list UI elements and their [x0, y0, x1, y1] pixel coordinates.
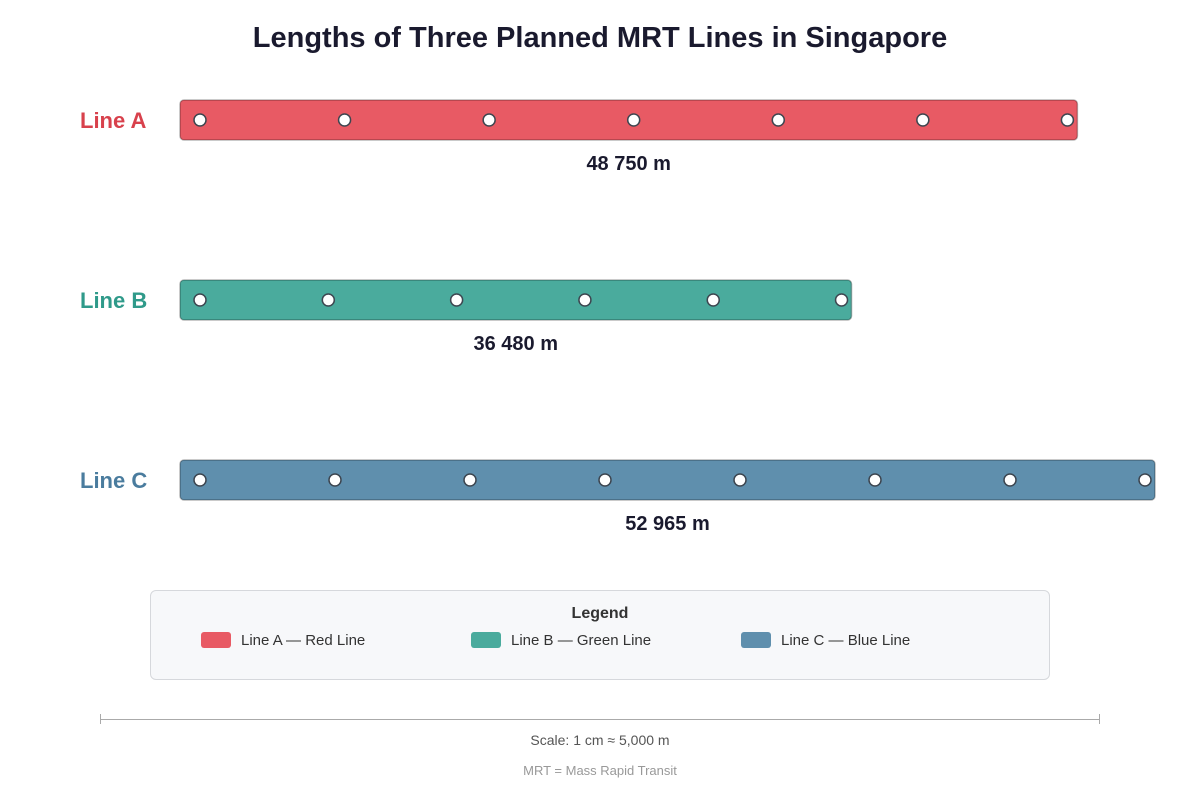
legend-label-line-c: Line C — Blue Line	[781, 631, 911, 649]
station-marker	[733, 473, 747, 487]
chart-title: Lengths of Three Planned MRT Lines in Si…	[252, 22, 948, 54]
legend-swatch-line-b	[471, 632, 501, 648]
scale-bar-left-tick	[100, 714, 101, 724]
scale-note: Scale: 1 cm ≈ 5,000 m	[530, 732, 670, 748]
station-marker	[463, 473, 477, 487]
legend-swatch-line-c	[741, 632, 771, 648]
station-marker	[1060, 113, 1075, 127]
footnote: MRT = Mass Rapid Transit	[523, 763, 677, 778]
station-marker	[449, 293, 464, 307]
station-marker	[328, 473, 342, 487]
value-label-line-b: 36 480 m	[474, 333, 559, 355]
category-label-line-b: Line B	[80, 288, 147, 313]
legend-label-line-b: Line B — Green Line	[511, 631, 652, 649]
station-marker	[1138, 473, 1152, 487]
category-label-line-a: Line A	[80, 108, 147, 133]
bar-line-b	[179, 279, 853, 321]
station-marker	[578, 293, 592, 307]
station-marker	[482, 113, 496, 127]
bar-chart: Line A 48 750 m Line B 36 480 m Line C 52 965…	[80, 99, 1156, 535]
station-marker	[193, 473, 207, 487]
legend-label-line-a: Line A — Red Line	[241, 631, 366, 649]
station-marker	[868, 473, 882, 487]
station-marker	[1003, 473, 1017, 487]
station-marker	[193, 293, 207, 307]
station-marker	[626, 113, 641, 127]
legend: Legend Line A — Red Line Line B — Green …	[150, 590, 1050, 680]
station-marker	[321, 293, 336, 307]
legend-item-line-a: Line A — Red Line	[201, 631, 365, 649]
legend-swatch-line-a	[201, 632, 231, 648]
station-marker	[834, 293, 849, 307]
station-marker	[337, 113, 352, 127]
legend-title: Legend	[571, 605, 629, 622]
station-marker	[771, 113, 786, 127]
value-label-line-a: 48 750 m	[586, 153, 671, 175]
category-label-line-c: Line C	[80, 468, 147, 493]
station-marker	[193, 113, 207, 127]
scale-bar-right-tick	[1099, 714, 1100, 724]
scale-bar	[100, 719, 1100, 720]
station-marker	[706, 293, 720, 307]
bar-line-c	[179, 459, 1156, 501]
station-marker	[916, 113, 930, 127]
legend-item-line-b: Line B — Green Line	[471, 631, 651, 649]
legend-item-line-c: Line C — Blue Line	[741, 631, 910, 649]
station-marker	[598, 473, 612, 487]
value-label-line-c: 52 965 m	[625, 513, 710, 535]
